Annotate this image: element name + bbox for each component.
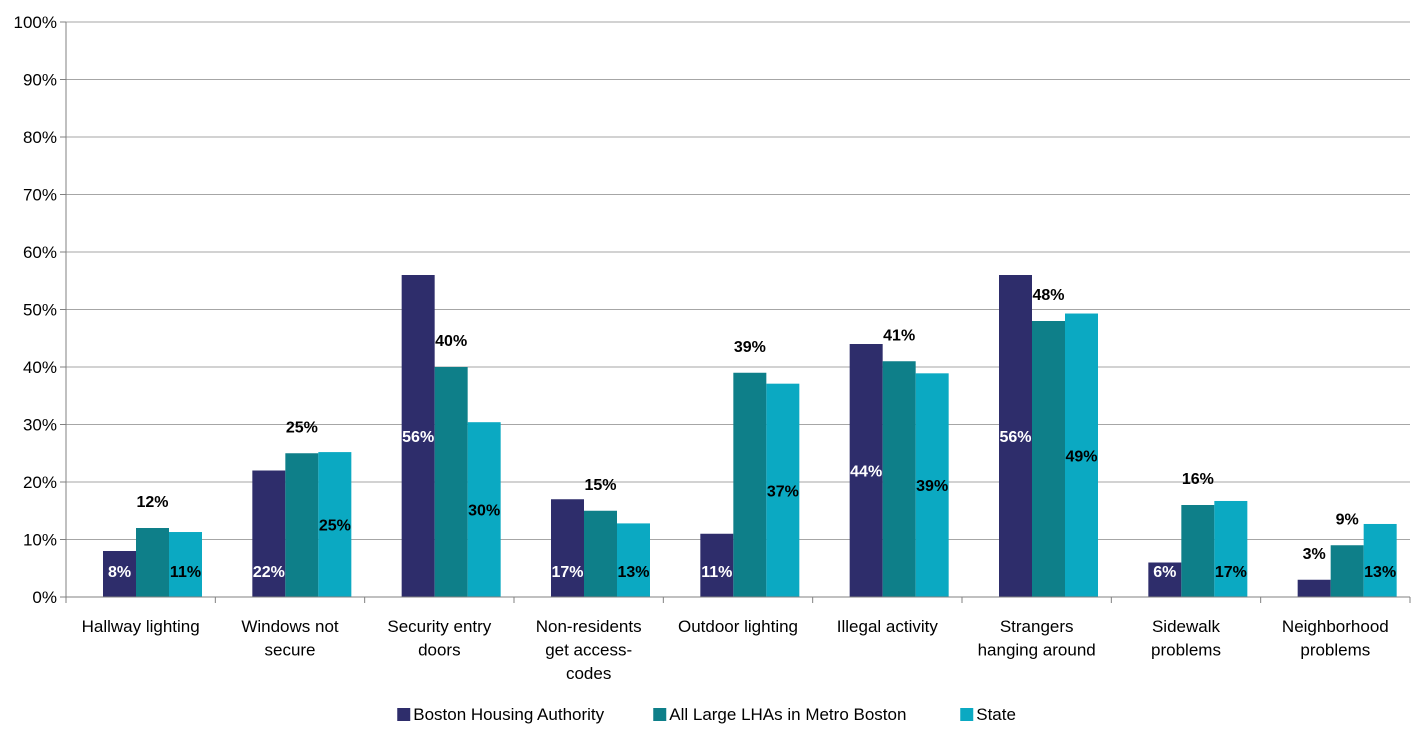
bar — [551, 499, 584, 597]
bar — [1181, 505, 1215, 597]
data-label: 13% — [617, 564, 649, 581]
y-tick-label: 50% — [23, 301, 57, 320]
data-label: 37% — [767, 483, 799, 500]
legend-swatch — [960, 708, 974, 721]
bar — [401, 275, 435, 597]
legend-label: State — [976, 705, 1016, 724]
y-tick-label: 10% — [23, 531, 57, 550]
x-axis: Hallway lighting Windows not secure Securit… — [65, 596, 1411, 683]
bar — [1148, 562, 1182, 597]
data-label: 13% — [1364, 564, 1396, 581]
data-label: 11% — [170, 564, 201, 581]
x-category-label: Non-residents get access-codes — [536, 617, 642, 683]
bar — [733, 372, 767, 597]
x-category-label: Illegal activity — [837, 617, 939, 636]
data-label: 17% — [551, 564, 583, 581]
data-label: 8% — [108, 564, 131, 581]
bar — [252, 470, 286, 597]
data-label: 49% — [1065, 448, 1097, 465]
x-category-label: Neighborhood problems — [1282, 617, 1389, 660]
bar — [1297, 579, 1331, 597]
y-tick-label: 40% — [23, 358, 57, 377]
legend: Boston Housing Authority All Large LHAs i… — [397, 705, 1016, 724]
data-label: 9% — [1336, 511, 1359, 528]
x-category-label: Security entry doors — [387, 617, 491, 660]
bar — [584, 510, 617, 597]
data-label: 56% — [402, 429, 434, 446]
x-category-label: Windows not secure — [241, 617, 339, 660]
bar — [999, 275, 1032, 597]
y-tick-label: 70% — [23, 186, 57, 205]
bar — [169, 532, 202, 597]
data-label: 17% — [1215, 564, 1247, 581]
bar — [766, 383, 800, 597]
x-category-label: Hallway lighting — [82, 617, 200, 636]
legend-swatch — [653, 708, 667, 721]
y-tick-label: 60% — [23, 243, 57, 262]
bar — [915, 373, 949, 597]
x-category-label: Strangers hanging around — [978, 617, 1096, 660]
bar — [1065, 313, 1098, 597]
data-label: 30% — [468, 503, 500, 520]
data-label: 25% — [286, 419, 318, 436]
data-label: 39% — [734, 339, 766, 356]
bar — [1214, 500, 1248, 597]
bar — [467, 422, 501, 597]
legend-label: All Large LHAs in Metro Boston — [669, 705, 906, 724]
data-label: 3% — [1303, 546, 1326, 563]
data-label: 16% — [1182, 471, 1214, 488]
data-label: 39% — [916, 478, 948, 495]
data-label: 15% — [584, 477, 616, 494]
bar — [318, 452, 352, 597]
data-label: 25% — [319, 518, 351, 535]
bars — [103, 275, 1397, 597]
y-tick-label: 30% — [23, 416, 57, 435]
bar — [1363, 523, 1397, 597]
bar — [882, 361, 916, 597]
data-label: 11% — [701, 564, 732, 581]
y-tick-label: 80% — [23, 128, 57, 147]
y-tick-label: 0% — [32, 588, 57, 607]
bar — [1032, 321, 1065, 597]
y-tick-label: 100% — [14, 13, 57, 32]
bar — [136, 528, 169, 597]
y-tick-label: 90% — [23, 71, 57, 90]
bar — [849, 344, 883, 597]
bar — [285, 453, 319, 597]
bar — [103, 551, 136, 597]
bar — [617, 523, 650, 597]
data-label: 56% — [999, 429, 1031, 446]
data-labels: 8% 22% 56% 17% 11% 44% 56% 6% 3% 12% 25% 40% 15% 39% 4… — [108, 287, 1396, 581]
data-label: 6% — [1153, 564, 1176, 581]
data-label: 44% — [850, 464, 882, 481]
data-label: 41% — [883, 327, 915, 344]
data-label: 48% — [1032, 287, 1064, 304]
data-label: 12% — [136, 494, 168, 511]
legend-label: Boston Housing Authority — [413, 705, 604, 724]
y-tick-label: 20% — [23, 473, 57, 492]
data-label: 40% — [435, 333, 467, 350]
x-category-label: Sidewalk problems — [1151, 617, 1221, 660]
x-category-label: Outdoor lighting — [678, 617, 798, 636]
bar — [1330, 545, 1364, 597]
bar — [434, 367, 468, 597]
legend-swatch — [397, 708, 411, 721]
data-label: 22% — [253, 564, 285, 581]
bar — [700, 533, 734, 597]
y-axis: 0% 10% 20% 30% 40% 50% 60% 70% 80% 90% 100% — [14, 13, 67, 607]
